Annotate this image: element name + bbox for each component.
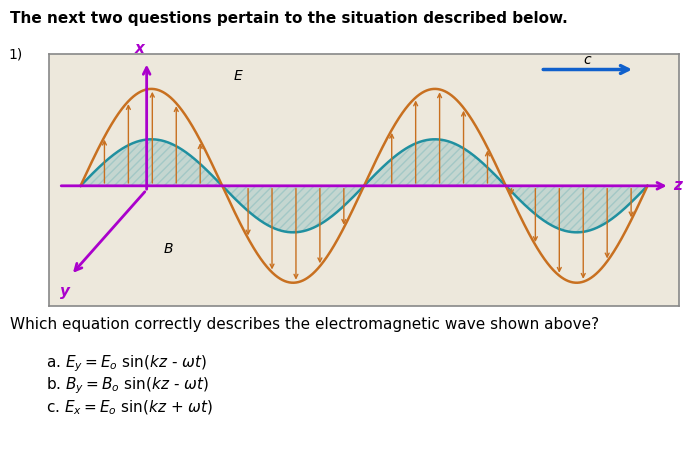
Text: x: x [134,40,144,55]
Text: c. $E_x = E_o$ sin($kz$ + $\omega t$): c. $E_x = E_o$ sin($kz$ + $\omega t$) [46,398,213,417]
Text: B: B [164,242,174,256]
Text: Which equation correctly describes the electromagnetic wave shown above?: Which equation correctly describes the e… [10,317,600,332]
Text: z: z [673,178,682,194]
Text: 1): 1) [8,47,22,61]
Text: The next two questions pertain to the situation described below.: The next two questions pertain to the si… [10,11,568,26]
Text: c: c [584,53,592,67]
Text: y: y [60,284,70,299]
Text: E: E [234,69,242,83]
Text: a. $E_y = E_o$ sin($kz$ - $\omega t$): a. $E_y = E_o$ sin($kz$ - $\omega t$) [46,353,206,374]
Text: b. $B_y = B_o$ sin($kz$ - $\omega t$): b. $B_y = B_o$ sin($kz$ - $\omega t$) [46,376,209,396]
